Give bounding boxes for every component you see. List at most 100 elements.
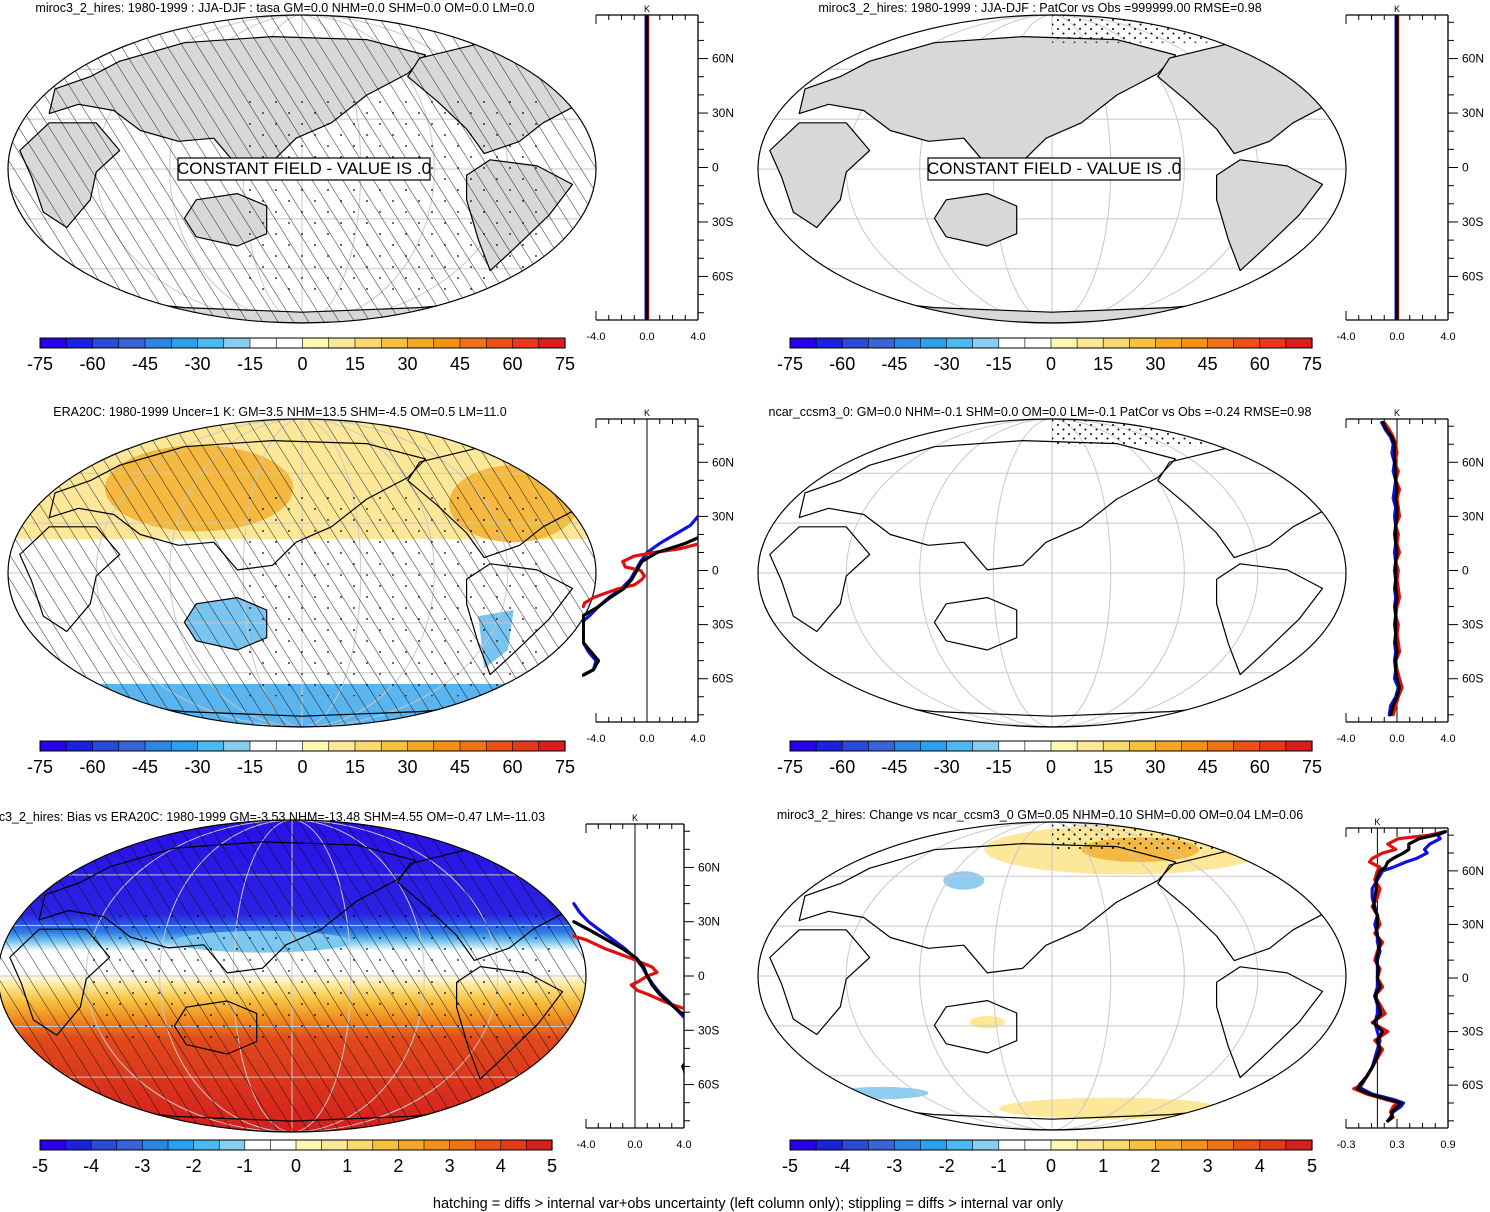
colorbar-swatch xyxy=(1207,1139,1235,1151)
profile-lat-label: 60N xyxy=(1462,864,1484,878)
profile-series-group xyxy=(572,902,684,1077)
colorbar-swatch xyxy=(1076,337,1104,349)
colorbar-swatch xyxy=(398,1139,425,1151)
colorbar-swatch xyxy=(1285,740,1313,752)
colorbar-swatch xyxy=(346,1139,374,1151)
colorbar-swatch xyxy=(116,1139,144,1151)
colorbar-label: 5 xyxy=(1307,1156,1317,1176)
colorbar-label: 15 xyxy=(1093,757,1113,777)
colorbar-label: 30 xyxy=(1145,757,1165,777)
profile-units-label: K xyxy=(1374,817,1380,827)
colorbar-swatch xyxy=(789,1139,817,1151)
colorbar-swatch xyxy=(1050,740,1078,752)
colorbar-label: 1 xyxy=(342,1156,352,1176)
profile-series-line xyxy=(572,934,684,1011)
colorbar-swatch xyxy=(1155,740,1183,752)
map-border xyxy=(7,14,597,324)
colorbar-label: 15 xyxy=(345,757,365,777)
profile-units-label: K xyxy=(1394,408,1400,418)
colorbar-label: 3 xyxy=(1203,1156,1213,1176)
colorbar-swatch xyxy=(998,740,1026,752)
profile-x-label: -4.0 xyxy=(1337,331,1356,343)
profile-lat-label: 0 xyxy=(1462,971,1469,985)
profile-x-label: 0.9 xyxy=(1440,1139,1455,1151)
colorbar-swatch xyxy=(142,1139,169,1151)
colorbar-swatch xyxy=(894,337,922,349)
colorbar-label: 4 xyxy=(496,1156,506,1176)
stippling-overlay xyxy=(1052,419,1214,447)
profile-lat-label: 60N xyxy=(712,455,734,469)
profile-series-line xyxy=(1357,830,1447,1123)
map-content xyxy=(0,820,586,1132)
map-panel-3: ERA20C: 1980-1999 Uncer=1 K: GM=3.5 NHM=… xyxy=(7,405,597,728)
continent-africa xyxy=(769,929,871,1036)
colorbar-swatch xyxy=(1024,740,1052,752)
colorbar-swatch xyxy=(1181,1139,1209,1151)
colorbar-swatch xyxy=(39,337,67,349)
colorbar-swatch xyxy=(170,740,199,752)
profile-lat-label: 0 xyxy=(712,564,719,578)
colorbar-label: 60 xyxy=(1250,354,1270,374)
colorbar-label: -30 xyxy=(934,757,960,777)
colorbar-swatch xyxy=(815,1139,843,1151)
colorbar-swatch xyxy=(1181,740,1209,752)
colorbar-label: 45 xyxy=(450,757,470,777)
profile-x-label: -4.0 xyxy=(1337,733,1356,745)
colorbar-label: 60 xyxy=(502,757,522,777)
colorbar-swatch xyxy=(1259,337,1287,349)
colorbar-label: -15 xyxy=(237,354,263,374)
graticule-meridian xyxy=(919,822,1185,1130)
colorbar-label: 15 xyxy=(345,354,365,374)
constant-field-message: CONSTANT FIELD - VALUE IS .0 xyxy=(177,159,431,178)
colorbar-label: 0 xyxy=(1046,1156,1056,1176)
map-panel-5: iroc3_2_hires: Bias vs ERA20C: 1980-1999… xyxy=(0,810,587,1133)
colorbar-1: -75 -60 -45 -30 -15 0 15 30 45 60 75 xyxy=(27,337,575,374)
graticule-meridian xyxy=(992,822,1112,1130)
colorbar-swatch xyxy=(197,337,225,349)
panel-title: iroc3_2_hires: Bias vs ERA20C: 1980-1999… xyxy=(0,810,545,824)
profile-lat-label: 30N xyxy=(1462,509,1484,523)
colorbar-swatch xyxy=(39,740,67,752)
colorbar-swatch xyxy=(275,740,304,752)
colorbar-label: -15 xyxy=(986,354,1012,374)
profile-x-label: 0.3 xyxy=(1389,1139,1404,1151)
colorbar-swatch xyxy=(920,1139,948,1151)
colorbar-label: -30 xyxy=(184,757,210,777)
profile-lat-label: 30S xyxy=(1462,618,1483,632)
colorbar-swatch xyxy=(275,337,304,349)
profile-x-label: -4.0 xyxy=(577,1139,596,1151)
stippling-overlay xyxy=(1052,822,1214,850)
profile-x-label: 4.0 xyxy=(676,1139,691,1151)
profile-series-line xyxy=(1381,421,1402,717)
zonal-profile-1: -4.0 0.0 4.0 K 60N 30N 0 30S 60S xyxy=(587,4,735,343)
colorbar-frame xyxy=(789,1139,1313,1151)
colorbar-label: -3 xyxy=(134,1156,150,1176)
colorbar-swatch xyxy=(295,1139,323,1151)
colorbar-swatch xyxy=(1129,337,1157,349)
colorbar-swatch xyxy=(328,337,356,349)
colorbar-swatch xyxy=(789,740,817,752)
graticule xyxy=(758,419,1346,727)
map-content xyxy=(758,822,1346,1130)
profile-lat-label: 0 xyxy=(712,161,719,175)
colorbar-swatch xyxy=(841,740,869,752)
colorbar-label: 2 xyxy=(393,1156,403,1176)
colorbar-label: -75 xyxy=(777,354,803,374)
colorbar-swatch xyxy=(526,1139,553,1151)
map-border xyxy=(7,418,597,728)
profile-lat-label: 60N xyxy=(1462,52,1484,66)
colorbar-swatch xyxy=(1050,1139,1078,1151)
graticule-meridian xyxy=(992,419,1112,727)
colorbar-swatch xyxy=(302,740,330,752)
colorbar-swatch xyxy=(512,337,540,349)
colorbar-swatch xyxy=(841,337,869,349)
colorbar-label: 45 xyxy=(450,354,470,374)
colorbar-label: -5 xyxy=(32,1156,48,1176)
colorbar-label: -45 xyxy=(132,354,158,374)
profile-lat-label: 60N xyxy=(698,860,720,874)
profile-series-group xyxy=(582,514,698,677)
colorbar-swatch xyxy=(65,740,94,752)
colorbar-label: 30 xyxy=(397,354,417,374)
colorbar-label: -45 xyxy=(132,757,158,777)
colorbar-label: -60 xyxy=(829,354,855,374)
